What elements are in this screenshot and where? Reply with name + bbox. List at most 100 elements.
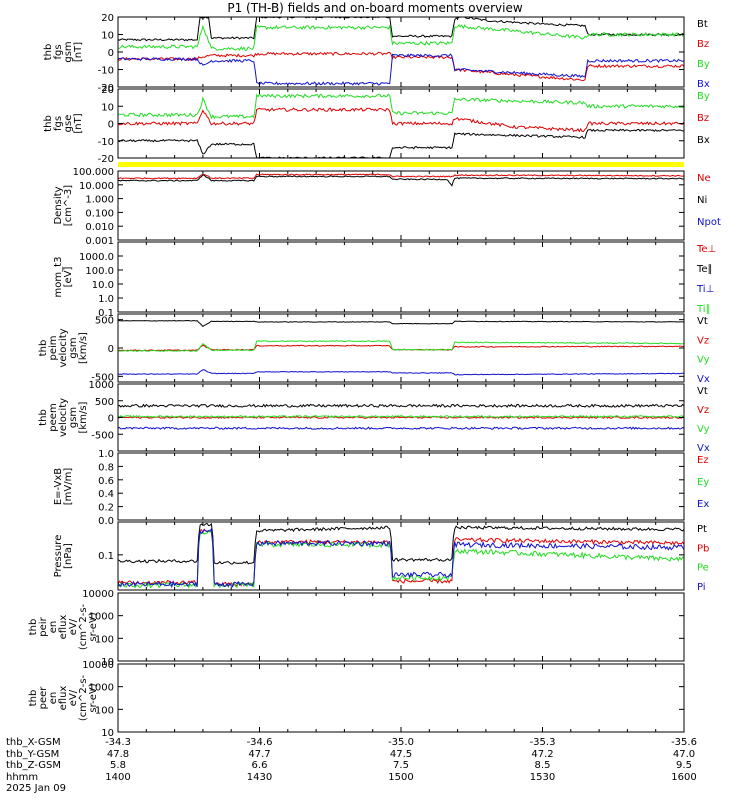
- y-axis-label-fgs-gsm: [nT]: [73, 42, 84, 62]
- x-axis-tick-label: 8.5: [534, 760, 551, 771]
- x-axis-tick-label: 1530: [529, 771, 556, 783]
- legend-fgs-gsm-bx: Bx: [697, 79, 710, 90]
- y-tick-label: 1000: [89, 612, 114, 623]
- y-axis-label-density: Density: [53, 186, 64, 224]
- series-ion-velocity-vt: [117, 319, 685, 328]
- y-tick-label: 1000.0: [79, 252, 114, 263]
- y-tick-label: 0: [108, 120, 114, 131]
- legend-ion-velocity-vt: Vt: [697, 316, 708, 327]
- y-tick-label: 0.1: [98, 308, 114, 319]
- y-axis-label-ion-flux: eflux: [58, 615, 69, 640]
- y-axis-label-ion-flux: (cm^2-s-: [78, 603, 89, 650]
- legend-ion-velocity-vz: Vz: [697, 335, 709, 346]
- y-axis-label-fgs-gse: gse: [63, 115, 74, 133]
- legend-pressure-pi: Pi: [697, 582, 706, 593]
- legend-electron-velocity-vy: Vy: [697, 424, 710, 435]
- legend-fgs-gse-bz: Bz: [697, 113, 709, 124]
- y-tick-label: 1000: [89, 380, 114, 391]
- legend-temperature-te-: Te⊥: [696, 244, 716, 255]
- panel-density: 100.000 10.000 1.000 0.100 0.010 0.001 Density…: [53, 167, 721, 247]
- y-axis-label-temperature: [eV]: [63, 267, 74, 288]
- y-tick-label: 1.0: [98, 294, 114, 305]
- y-tick-label: 10.000: [79, 181, 114, 192]
- panel-electron-velocity: 1000 500 0 -500 thb peem velocity gsm [km/s] Vt Vz…: [38, 380, 710, 454]
- y-tick-label: 0.010: [85, 222, 114, 233]
- panel-ion-velocity: 500 0 -500 thb peim velocity gsm [km/s] Vt Vz Vy Vx: [38, 313, 710, 385]
- y-tick-label: 1.000: [85, 195, 114, 206]
- y-tick-label: 20: [101, 13, 114, 24]
- legend-electron-velocity-vz: Vz: [697, 405, 709, 416]
- y-tick-label: -10: [98, 66, 114, 77]
- frame-density: [117, 170, 685, 241]
- legend-fgs-gsm-by: By: [697, 59, 710, 70]
- x-axis-tick-label: 5.8: [110, 760, 126, 771]
- frame-efield: [117, 452, 685, 521]
- panel-temperature: 1000.0 100.0 10.0 1.0 0.1 mom_t3 [eV] Te⊥ Te∥ Ti⊥…: [53, 241, 716, 319]
- y-tick-label: 0.001: [85, 236, 114, 247]
- legend-pressure-pe: Pe: [697, 563, 709, 574]
- legend-temperature-te-: Te∥: [696, 264, 713, 275]
- y-axis-label-fgs-gsm: thb: [43, 44, 54, 61]
- series-density-ne: [117, 173, 685, 180]
- y-tick-label: -500: [91, 430, 114, 441]
- y-tick-label: -10: [98, 137, 114, 148]
- x-axis-tick-label: -35.6: [671, 737, 697, 748]
- frame-ion-velocity: [117, 313, 685, 383]
- legend-temperature-ti-: Ti⊥: [696, 284, 714, 295]
- y-tick-label: 100: [95, 705, 114, 716]
- x-axis-tick-label: 47.5: [389, 748, 413, 760]
- y-axis-label-ion-velocity: thb: [38, 340, 49, 357]
- panel-fgs-gse: 20 10 0 -10 -20 thb fgs gse [nT] By Bz Bx: [43, 85, 710, 165]
- panel-efield: 1.0 0.8 0.6 0.4 0.2 0.0 E=-VxB [mV/m] Ez Ey Ex: [53, 449, 709, 527]
- y-axis-label-ion-flux: sr-eV): [88, 612, 99, 641]
- frame-electron-flux: [117, 663, 685, 733]
- y-axis-label-fgs-gsm: fgs: [53, 44, 64, 59]
- y-tick-label: -20: [98, 83, 114, 94]
- series-ion-velocity-vy: [117, 340, 685, 352]
- y-tick-label: 0.100: [85, 208, 114, 219]
- panel-pressure: 0.1 Pressure [nPa] Pt Pb Pe Pi: [53, 521, 709, 593]
- y-axis-label-density: [cm^-3]: [63, 185, 74, 226]
- series-fgs-gse-bz: [117, 107, 685, 133]
- y-axis-label-electron-flux: peer: [38, 686, 49, 710]
- y-axis-label-fgs-gsm: gsm: [63, 41, 74, 62]
- y-axis-label-electron-flux: en: [48, 692, 59, 705]
- legend-fgs-gsm-bz: Bz: [697, 39, 709, 50]
- y-axis-label-temperature: mom_t3: [53, 257, 64, 298]
- y-tick-label: 10000: [82, 589, 114, 600]
- y-tick-label: -20: [98, 154, 114, 165]
- y-tick-label: 0: [108, 48, 114, 59]
- legend-pressure-pt: Pt: [697, 524, 707, 535]
- frame-temperature: [117, 241, 685, 313]
- y-tick-label: 0: [108, 414, 114, 425]
- legend-ion-velocity-vy: Vy: [697, 355, 710, 366]
- series-density-ni: [117, 174, 685, 187]
- series-electron-velocity-vt: [117, 403, 685, 408]
- y-axis-label-ion-flux: en: [48, 621, 59, 634]
- series-fgs-gsm-by: [117, 24, 685, 51]
- y-axis-label-ion-velocity: velocity: [58, 328, 69, 367]
- y-axis-label-electron-velocity: thb: [38, 409, 49, 426]
- panel-ion-flux: 10000 1000 100 10 thb peir en eflux eV/(cm^2-s-s…: [28, 589, 685, 668]
- y-tick-label: 20: [101, 85, 114, 96]
- series-electron-velocity-vx: [117, 426, 685, 430]
- date-label: 2025 Jan 09: [6, 783, 66, 794]
- legend-efield-ez: Ez: [697, 455, 709, 466]
- x-axis-tick-label: 1400: [105, 771, 131, 783]
- y-axis-label-electron-flux: thb: [28, 690, 39, 707]
- legend-electron-velocity-vx: Vx: [697, 443, 710, 454]
- y-axis-label-pressure: [nPa]: [63, 543, 74, 569]
- y-axis-label-pressure: Pressure: [53, 535, 64, 578]
- x-axis-tick-label: 47.7: [248, 748, 271, 760]
- y-tick-label: 10.0: [92, 280, 114, 291]
- y-tick-label: 100.0: [85, 266, 114, 277]
- panel-fgs-gsm: 20 10 0 -10 -20 thb fgs gsm [nT] Bt Bz By Bx: [43, 13, 710, 94]
- y-tick-label: 100: [95, 634, 114, 645]
- x-axis-tick-label: 47.2: [531, 748, 554, 760]
- y-tick-label: 0.6: [98, 476, 114, 487]
- x-axis-row-label: thb_Y-GSM: [6, 748, 60, 760]
- x-axis-tick-label: 1430: [246, 771, 273, 783]
- legend-efield-ex: Ex: [697, 499, 709, 510]
- series-electron-velocity-vy: [117, 414, 685, 419]
